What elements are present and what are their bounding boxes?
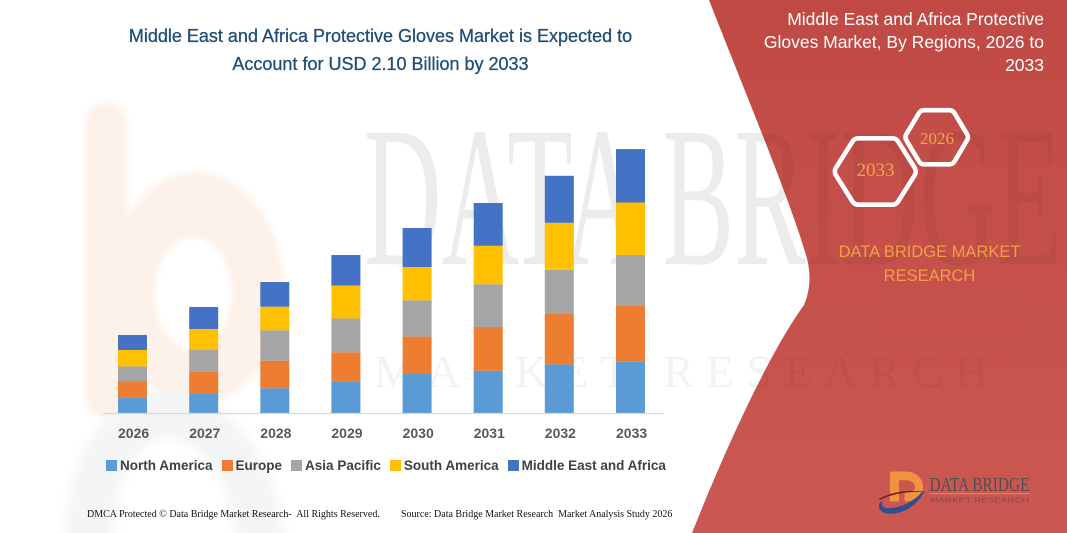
- svg-text:DATA BRIDGE: DATA BRIDGE: [930, 474, 1030, 496]
- svg-text:MARKET RESEARCH: MARKET RESEARCH: [930, 496, 1029, 505]
